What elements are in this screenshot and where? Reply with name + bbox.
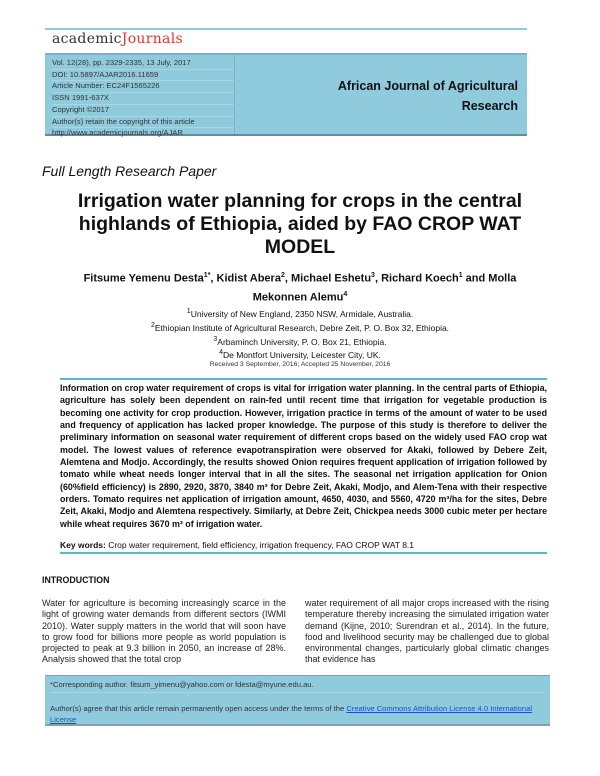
journal-header-box: Vol. 12(28), pp. 2329-2335, 13 July, 201… [45, 53, 527, 137]
affiliations: 1University of New England, 2350 NSW, Ar… [60, 306, 540, 361]
affiliation: 1University of New England, 2350 NSW, Ar… [60, 306, 540, 320]
intro-column-left: Water for agriculture is becoming increa… [42, 598, 286, 665]
author-affiliation-mark: 1 [458, 272, 463, 279]
license-text: Author(s) agree that this article remain… [50, 704, 347, 713]
meta-url[interactable]: http://www.academicjournals.org/AJAR [52, 128, 183, 138]
author-name: Molla Mekonnen Alemu [252, 272, 517, 304]
meta-article-number: Article Number: EC24F1565226 [52, 81, 234, 94]
meta-issn: ISSN 1991-637X [52, 93, 234, 105]
intro-column-right: water requirement of all major crops inc… [305, 598, 549, 665]
footer-note-box: *Corresponding author. fitsum_yimenu@yah… [45, 675, 550, 726]
keywords-label: Key words: [60, 540, 106, 550]
author-affiliation-mark: 2 [280, 272, 285, 279]
affiliation: 4De Montfort University, Leicester City,… [60, 347, 540, 361]
author-name: Richard Koech [381, 272, 459, 285]
journal-name-line2: Research [461, 99, 518, 113]
article-metadata: Vol. 12(28), pp. 2329-2335, 13 July, 201… [45, 55, 235, 137]
introduction-heading: INTRODUCTION [42, 575, 110, 585]
affiliation: 3Arbaminch University, P. O. Box 21, Eth… [60, 334, 540, 348]
license-note: Author(s) agree that this article remain… [50, 703, 545, 725]
keywords-text: Crop water requirement, field efficiency… [108, 540, 415, 550]
author-list: Fitsume Yemenu Desta1*, Kidist Abera2, M… [83, 272, 517, 304]
meta-doi: DOI: 10.5897/AJAR2016.11659 [52, 70, 234, 82]
header-top-rule [45, 28, 527, 30]
affiliation-mark: 1 [186, 308, 191, 315]
author-affiliation-mark: 4 [343, 290, 348, 298]
keywords: Key words: Crop water requirement, field… [60, 540, 547, 550]
publisher-logo: academicJournals [52, 31, 183, 47]
journal-name: African Journal of Agricultural Research [258, 76, 518, 116]
corresponding-author: *Corresponding author. fitsum_yimenu@yah… [50, 680, 545, 693]
author-name: Fitsume Yemenu Desta [83, 272, 204, 285]
paper-title: Irrigation water planning for crops in t… [77, 190, 523, 258]
affiliation-text: Ethiopian Institute of Agricultural Rese… [154, 322, 450, 333]
abstract-top-rule [60, 378, 547, 380]
affiliation-mark: 2 [150, 321, 155, 329]
meta-copyright: Copyright ©2017 [52, 105, 234, 117]
abstract-bottom-rule [60, 552, 547, 554]
affiliation: 2Ethiopian Institute of Agricultural Res… [60, 320, 540, 334]
meta-rights: Author(s) retain the copyright of this a… [52, 117, 234, 129]
author-name: Michael Eshetu [290, 272, 372, 285]
author-name: Kidist Abera [216, 272, 281, 285]
affiliation-mark: 4 [219, 349, 223, 357]
affiliation-mark: 3 [213, 335, 218, 343]
meta-volume: Vol. 12(28), pp. 2329-2335, 13 July, 201… [52, 58, 234, 70]
author-affiliation-mark: 1* [203, 272, 211, 279]
affiliation-text: De Montfort University, Leicester City, … [222, 350, 381, 361]
author-affiliation-mark: 3 [371, 272, 375, 279]
license-link[interactable]: Creative Commons Attribution License 4.0… [50, 704, 533, 724]
journal-name-line1: African Journal of Agricultural [337, 79, 518, 93]
logo-text-journals: Journals [121, 31, 183, 47]
affiliation-text: Arbaminch University, P. O. Box 21, Ethi… [217, 336, 387, 347]
logo-text-academic: academic [52, 31, 122, 47]
abstract: Information on crop water requirement of… [60, 383, 547, 529]
received-dates: Received 3 September, 2016; Accepted 25 … [209, 361, 391, 368]
affiliation-text: University of New England, 2350 NSW, Arm… [190, 308, 414, 319]
paper-type: Full Length Research Paper [42, 163, 217, 179]
